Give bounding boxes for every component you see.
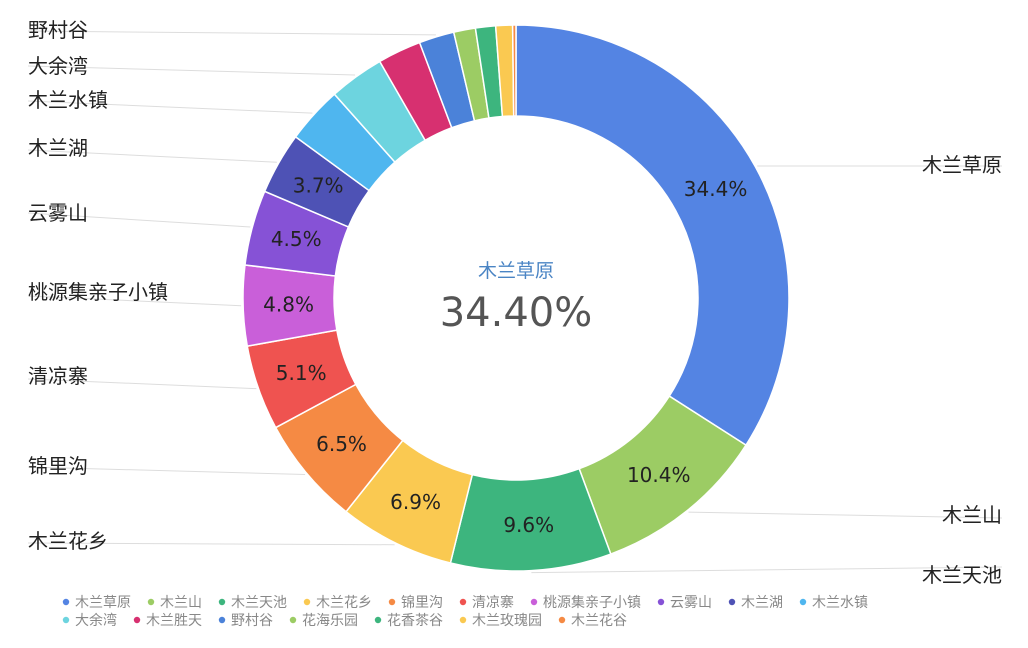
- legend-item[interactable]: 木兰玫瑰园: [472, 613, 542, 629]
- outer-label: 木兰花乡: [28, 529, 108, 553]
- center-title: 木兰草原: [478, 260, 554, 282]
- slice-value-label: 6.5%: [316, 432, 367, 456]
- slice-value-label: 34.4%: [684, 177, 748, 201]
- outer-label: 木兰湖: [28, 136, 88, 160]
- legend-marker: [459, 598, 467, 606]
- legend-item[interactable]: 木兰花谷: [571, 613, 627, 629]
- legend-marker: [147, 598, 155, 606]
- legend-item[interactable]: 木兰山: [160, 595, 202, 611]
- legend-item[interactable]: 木兰草原: [75, 595, 131, 611]
- leader-lines: [27, 30, 1003, 574]
- legend-marker: [728, 598, 736, 606]
- legend-item[interactable]: 野村谷: [231, 613, 273, 629]
- outer-label: 大余湾: [28, 54, 88, 78]
- slice-value-label: 5.1%: [276, 361, 327, 385]
- legend-item[interactable]: 锦里沟: [401, 594, 443, 611]
- legend-marker: [459, 616, 467, 624]
- legend-marker: [218, 616, 226, 624]
- slice-value-label: 4.8%: [263, 292, 314, 316]
- legend-item[interactable]: 花香茶谷: [387, 613, 443, 629]
- legend-marker: [558, 616, 566, 624]
- legend-item[interactable]: 桃源集亲子小镇: [543, 594, 641, 611]
- slice-value-label: 9.6%: [503, 513, 554, 537]
- legend-marker: [530, 598, 538, 606]
- legend-item[interactable]: 花海乐园: [302, 613, 358, 629]
- legend-marker: [388, 598, 396, 606]
- legend: 木兰草原 木兰山 木兰天池 木兰花乡 锦里沟 清凉寨 桃源集亲子小镇 云雾山 木兰湖 木兰水镇大余…: [62, 594, 868, 629]
- legend-item[interactable]: 木兰花乡: [316, 595, 372, 611]
- leader-line: [531, 566, 1003, 574]
- leader-line: [27, 295, 242, 307]
- legend-marker: [799, 598, 807, 606]
- outer-label: 锦里沟: [28, 454, 88, 478]
- slice-value-label: 4.5%: [271, 227, 322, 251]
- outer-label: 木兰水镇: [28, 88, 108, 112]
- donut-slices: [242, 24, 790, 572]
- legend-marker: [62, 598, 70, 606]
- outer-label: 野村谷: [28, 18, 88, 42]
- legend-item[interactable]: 木兰水镇: [812, 595, 868, 611]
- legend-item[interactable]: 清凉寨: [472, 594, 514, 611]
- slice-0: [515, 24, 790, 447]
- slice-value-label: 3.7%: [293, 174, 344, 198]
- legend-item[interactable]: 大余湾: [75, 612, 117, 629]
- leader-line: [27, 149, 277, 163]
- leader-line: [27, 466, 306, 475]
- legend-marker: [218, 598, 226, 606]
- legend-item[interactable]: 木兰胜天: [146, 613, 202, 629]
- slice-labels: 34.4% 10.4% 9.6% 6.9% 6.5% 5.1% 4.8% 4.5% 3.7%: [263, 174, 747, 537]
- legend-marker: [289, 616, 297, 624]
- outer-label: 木兰山: [942, 503, 1002, 527]
- leader-line: [688, 511, 1003, 519]
- outer-label: 木兰天池: [922, 563, 1002, 587]
- legend-item[interactable]: 木兰天池: [231, 595, 287, 611]
- leader-line: [27, 542, 395, 546]
- outer-label: 云雾山: [28, 201, 88, 225]
- outer-label: 清凉寨: [28, 364, 88, 388]
- legend-marker: [133, 616, 141, 624]
- leader-line: [27, 65, 356, 76]
- leader-line: [27, 30, 436, 36]
- legend-marker: [657, 598, 665, 606]
- leader-line: [27, 212, 251, 228]
- center-value: 34.40%: [440, 290, 593, 336]
- slice-value-label: 10.4%: [627, 463, 691, 487]
- outer-label: 桃源集亲子小镇: [28, 280, 168, 304]
- outer-label: 木兰草原: [922, 153, 1002, 177]
- legend-marker: [62, 616, 70, 624]
- legend-marker: [303, 598, 311, 606]
- legend-item[interactable]: 木兰湖: [741, 595, 783, 611]
- slice-16: [511, 24, 517, 117]
- slice-value-label: 6.9%: [390, 490, 441, 514]
- leader-line: [27, 378, 257, 390]
- legend-item[interactable]: 云雾山: [670, 595, 712, 611]
- leader-line: [27, 100, 313, 114]
- legend-marker: [374, 616, 382, 624]
